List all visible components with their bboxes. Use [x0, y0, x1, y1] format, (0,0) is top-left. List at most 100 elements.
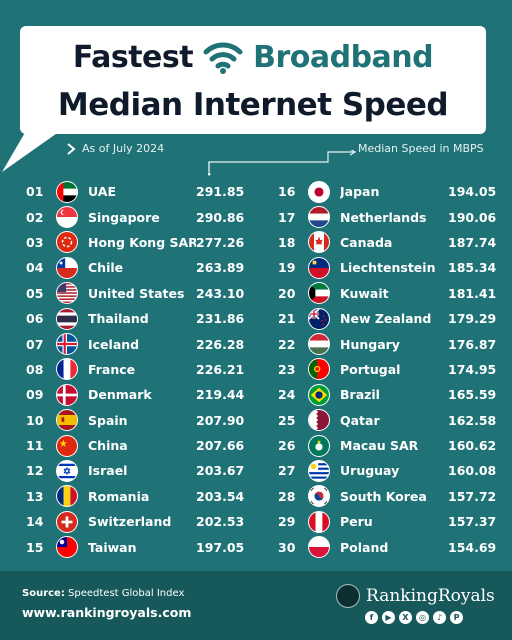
country-name: China — [88, 438, 128, 454]
macau-flag — [308, 434, 330, 457]
rank-number: 10 — [26, 412, 44, 428]
brazil-flag — [308, 383, 330, 406]
country-name: Uruguay — [340, 463, 400, 479]
iceland-flag — [56, 333, 78, 356]
table-row: 19 Liechtenstein 185.34 — [278, 255, 512, 280]
speed-value: 185.34 — [448, 260, 497, 276]
speed-value: 194.05 — [448, 184, 497, 200]
speed-value: 277.26 — [196, 234, 245, 250]
chile-flag — [56, 256, 78, 279]
facebook-icon[interactable]: f — [365, 611, 378, 624]
youtube-icon[interactable]: ▶ — [382, 611, 395, 624]
usa-flag — [56, 282, 78, 305]
table-row: 29 Peru 157.37 — [278, 509, 512, 534]
uae-flag — [56, 180, 78, 203]
rankingroyals-logo — [336, 584, 360, 608]
speed-value: 181.41 — [448, 285, 497, 301]
pinterest-icon[interactable]: P — [450, 611, 463, 624]
tiktok-icon[interactable]: ♪ — [433, 611, 446, 624]
table-row: 12 Israel 203.67 — [26, 458, 266, 483]
israel-flag — [56, 459, 78, 482]
speed-value: 174.95 — [448, 361, 497, 377]
table-row: 20 Kuwait 181.41 — [278, 281, 512, 306]
netherlands-flag — [308, 206, 330, 229]
romania-flag — [56, 485, 78, 508]
table-row: 23 Portugal 174.95 — [278, 357, 512, 382]
table-row: 21 New Zealand 179.29 — [278, 306, 512, 331]
x-icon[interactable]: X — [399, 611, 412, 624]
country-name: Canada — [340, 234, 393, 250]
rank-number: 18 — [278, 234, 296, 250]
table-row: 30 Poland 154.69 — [278, 534, 512, 559]
table-row: 05 United States 243.10 — [26, 281, 266, 306]
country-name: New Zealand — [340, 311, 432, 327]
new-zealand-flag — [308, 307, 330, 330]
speed-value: 290.86 — [196, 209, 245, 225]
south-korea-flag — [308, 485, 330, 508]
switzerland-flag — [56, 510, 78, 533]
country-name: Hungary — [340, 336, 400, 352]
rank-number: 29 — [278, 514, 296, 530]
speed-value: 162.58 — [448, 412, 497, 428]
country-name: Taiwan — [88, 539, 137, 555]
rank-number: 30 — [278, 539, 296, 555]
table-row: 16 Japan 194.05 — [278, 179, 512, 204]
table-row: 09 Denmark 219.44 — [26, 382, 266, 407]
rank-number: 16 — [278, 184, 296, 200]
speed-value: 219.44 — [196, 387, 245, 403]
website-link[interactable]: www.rankingroyals.com — [22, 605, 192, 620]
speed-value: 207.90 — [196, 412, 245, 428]
speed-value: 203.54 — [196, 488, 245, 504]
singapore-flag — [56, 206, 78, 229]
speed-value: 197.05 — [196, 539, 245, 555]
country-name: Macau SAR — [340, 438, 419, 454]
speed-value: 160.08 — [448, 463, 497, 479]
rank-number: 08 — [26, 361, 44, 377]
country-name: France — [88, 361, 136, 377]
table-row: 10 Spain 207.90 — [26, 408, 266, 433]
speed-value: 187.74 — [448, 234, 497, 250]
wifi-icon — [203, 39, 243, 75]
country-name: Switzerland — [88, 514, 172, 530]
table-row: 15 Taiwan 197.05 — [26, 534, 266, 559]
hong-kong-flag — [56, 231, 78, 254]
rank-number: 21 — [278, 311, 296, 327]
speed-value: 226.21 — [196, 361, 245, 377]
rank-number: 02 — [26, 209, 44, 225]
title-line-1: Fastest Broadband — [20, 34, 486, 80]
country-name: Japan — [340, 184, 380, 200]
speed-value: 157.37 — [448, 514, 497, 530]
table-row: 24 Brazil 165.59 — [278, 382, 512, 407]
instagram-icon[interactable]: ◎ — [416, 611, 429, 624]
kuwait-flag — [308, 282, 330, 305]
rank-number: 19 — [278, 260, 296, 276]
rank-number: 12 — [26, 463, 44, 479]
rank-number: 15 — [26, 539, 44, 555]
table-row: 18 Canada 187.74 — [278, 230, 512, 255]
table-row: 28 South Korea 157.72 — [278, 484, 512, 509]
country-name: UAE — [88, 184, 116, 200]
table-row: 26 Macau SAR 160.62 — [278, 433, 512, 458]
table-row: 02 Singapore 290.86 — [26, 204, 266, 229]
speed-value: 176.87 — [448, 336, 497, 352]
source-label: Source: — [22, 588, 65, 599]
country-name: Qatar — [340, 412, 380, 428]
title-line-2: Median Internet Speed — [57, 87, 449, 123]
rank-number: 14 — [26, 514, 44, 530]
rank-number: 22 — [278, 336, 296, 352]
ranking-column-right: 16 Japan 194.05 17 Netherlands 190.06 18 Canada… — [278, 179, 512, 560]
thailand-flag — [56, 307, 78, 330]
unit-note: Median Speed in MBPS — [358, 142, 484, 155]
title-broadband: Broadband — [253, 39, 434, 75]
rank-number: 06 — [26, 311, 44, 327]
table-row: 04 Chile 263.89 — [26, 255, 266, 280]
ranking-column-left: 01 UAE 291.85 02 Singapore 290.86 03 Hong Kong … — [26, 179, 266, 560]
source-value: Speedtest Global Index — [68, 588, 185, 599]
country-name: Romania — [88, 488, 150, 504]
social-links: f ▶ X ◎ ♪ P — [365, 611, 463, 624]
liechtenstein-flag — [308, 256, 330, 279]
as-of-date: As of July 2024 — [82, 142, 165, 155]
hungary-flag — [308, 333, 330, 356]
country-name: Liechtenstein — [340, 260, 436, 276]
